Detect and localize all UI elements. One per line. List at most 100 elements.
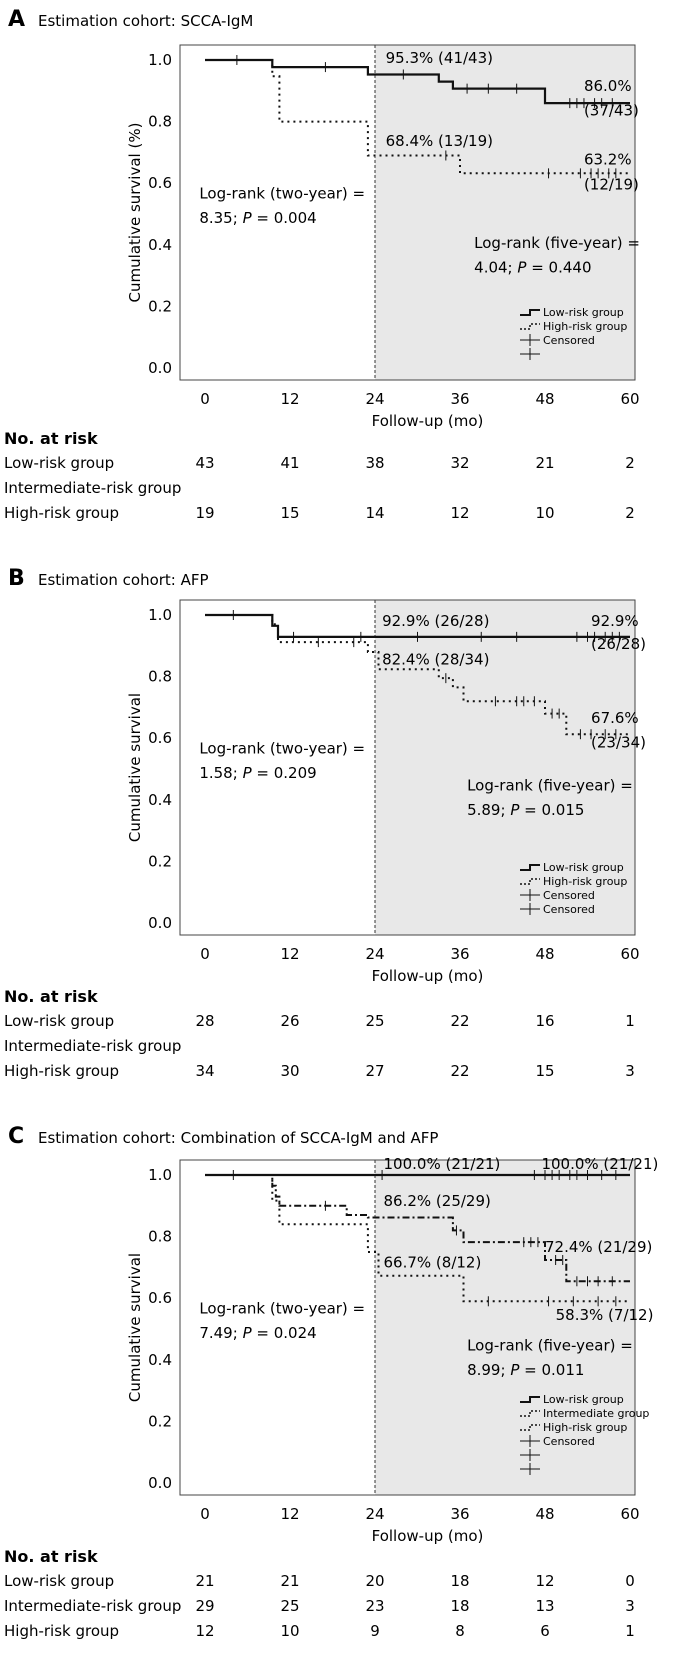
at-risk-count: 21 <box>195 1572 214 1590</box>
at-risk-count: 1 <box>625 1012 635 1030</box>
legend-item: Censored <box>520 903 595 916</box>
plot-border <box>179 44 636 381</box>
annotation: 1.58; P = 0.209 <box>199 764 316 782</box>
legend-item: Intermediate group <box>520 1407 649 1420</box>
at-risk-count: 34 <box>195 1062 214 1080</box>
annotation: 86.2% (25/29) <box>384 1192 491 1210</box>
at-risk-count: 43 <box>195 454 214 472</box>
at-risk-count: 28 <box>195 1012 214 1030</box>
panel-letter: C <box>8 1124 24 1149</box>
legend-swatch <box>520 309 540 316</box>
at-risk-count: 27 <box>365 1062 384 1080</box>
x-tick-label: 0 <box>200 945 210 963</box>
x-tick-label: 24 <box>365 1505 384 1523</box>
at-risk-count: 9 <box>370 1622 380 1640</box>
at-risk-count: 21 <box>280 1572 299 1590</box>
panel-c: C Estimation cohort: Combination of SCCA-… <box>4 1124 658 1640</box>
at-risk-count: 15 <box>535 1062 554 1080</box>
at-risk-count: 29 <box>195 1597 214 1615</box>
at-risk-count: 12 <box>195 1622 214 1640</box>
legend-label: Low-risk group <box>543 306 624 319</box>
y-tick-label: 0.4 <box>148 236 172 254</box>
x-axis-title: Follow-up (mo) <box>372 1527 484 1545</box>
at-risk-header: No. at risk <box>4 1547 98 1566</box>
legend-label: High-risk group <box>543 875 627 888</box>
panel-letter: B <box>8 566 25 591</box>
legend-item: Censored <box>520 889 595 902</box>
at-risk-count: 3 <box>625 1062 635 1080</box>
plot-border <box>179 1159 636 1496</box>
at-risk-count: 21 <box>535 454 554 472</box>
plot-border <box>179 599 636 936</box>
y-tick-label: 0.8 <box>148 668 172 686</box>
annotation: 4.04; P = 0.440 <box>474 259 591 277</box>
legend-item <box>520 1449 540 1461</box>
y-tick-label: 0.6 <box>148 1289 172 1307</box>
x-tick-label: 36 <box>450 1505 469 1523</box>
annotation: 8.99; P = 0.011 <box>467 1361 584 1379</box>
shaded-region <box>375 600 635 935</box>
panel-letter: A <box>8 7 25 32</box>
at-risk-count: 16 <box>535 1012 554 1030</box>
legend-swatch <box>520 1424 540 1431</box>
at-risk-count: 25 <box>365 1012 384 1030</box>
annotation: 72.4% (21/29) <box>545 1238 652 1256</box>
legend-label: High-risk group <box>543 1421 627 1434</box>
annotation: 68.4% (13/19) <box>386 132 493 150</box>
panel-title: Estimation cohort: AFP <box>38 571 209 589</box>
series-low-risk-group-line <box>205 613 630 639</box>
legend-swatch <box>520 878 540 885</box>
at-risk-row-label: Intermediate-risk group <box>4 1597 181 1615</box>
y-tick-label: 1.0 <box>148 51 172 69</box>
at-risk-header: No. at risk <box>4 429 98 448</box>
y-tick-label: 0.2 <box>148 852 172 870</box>
x-tick-label: 60 <box>620 390 639 408</box>
annotation: 63.2% <box>584 151 632 169</box>
annotation: 66.7% (8/12) <box>384 1253 482 1271</box>
at-risk-count: 25 <box>280 1597 299 1615</box>
legend-item: Censored <box>520 334 595 347</box>
at-risk-count: 8 <box>455 1622 465 1640</box>
x-tick-label: 36 <box>450 390 469 408</box>
legend-item: High-risk group <box>520 875 627 888</box>
annotation: 100.0% (21/21) <box>541 1155 658 1173</box>
at-risk-count: 14 <box>365 504 384 522</box>
y-axis-title: Cumulative survival <box>126 1253 144 1402</box>
at-risk-count: 41 <box>280 454 299 472</box>
y-tick-label: 0.8 <box>148 113 172 131</box>
at-risk-count: 10 <box>535 504 554 522</box>
y-tick-label: 0.0 <box>148 1474 172 1492</box>
legend-item: High-risk group <box>520 1421 627 1434</box>
panel-a: A Estimation cohort: SCCA-IgM 0.0 0.2 0.4 0.6… <box>4 7 640 522</box>
panel-title: Estimation cohort: Combination of SCCA-I… <box>38 1129 438 1147</box>
at-risk-count: 23 <box>365 1597 384 1615</box>
annotation: (26/28) <box>591 635 646 653</box>
legend-item: Low-risk group <box>520 1393 624 1406</box>
at-risk-count: 10 <box>280 1622 299 1640</box>
annotation: Log-rank (five-year) = <box>467 1337 633 1355</box>
annotation: (23/34) <box>591 733 646 751</box>
y-tick-label: 1.0 <box>148 1166 172 1184</box>
at-risk-count: 12 <box>450 504 469 522</box>
x-tick-label: 60 <box>620 945 639 963</box>
x-tick-label: 24 <box>365 390 384 408</box>
annotation: 100.0% (21/21) <box>384 1155 501 1173</box>
annotation: 58.3% (7/12) <box>556 1306 654 1324</box>
y-tick-label: 0.6 <box>148 729 172 747</box>
at-risk-count: 30 <box>280 1062 299 1080</box>
x-tick-label: 48 <box>535 390 554 408</box>
x-tick-label: 0 <box>200 390 210 408</box>
annotation: 86.0% <box>584 77 632 95</box>
annotation: 67.6% <box>591 709 639 727</box>
legend-item: High-risk group <box>520 320 627 333</box>
at-risk-count: 6 <box>540 1622 550 1640</box>
y-tick-label: 0.8 <box>148 1228 172 1246</box>
annotation: Log-rank (two-year) = <box>199 1300 365 1318</box>
at-risk-row-label: High-risk group <box>4 1062 119 1080</box>
legend-item: Censored <box>520 1435 595 1448</box>
series-high-risk-group-line <box>205 614 630 736</box>
at-risk-row-label: High-risk group <box>4 1622 119 1640</box>
at-risk-count: 18 <box>450 1572 469 1590</box>
y-axis-title: Cumulative survival <box>126 693 144 842</box>
